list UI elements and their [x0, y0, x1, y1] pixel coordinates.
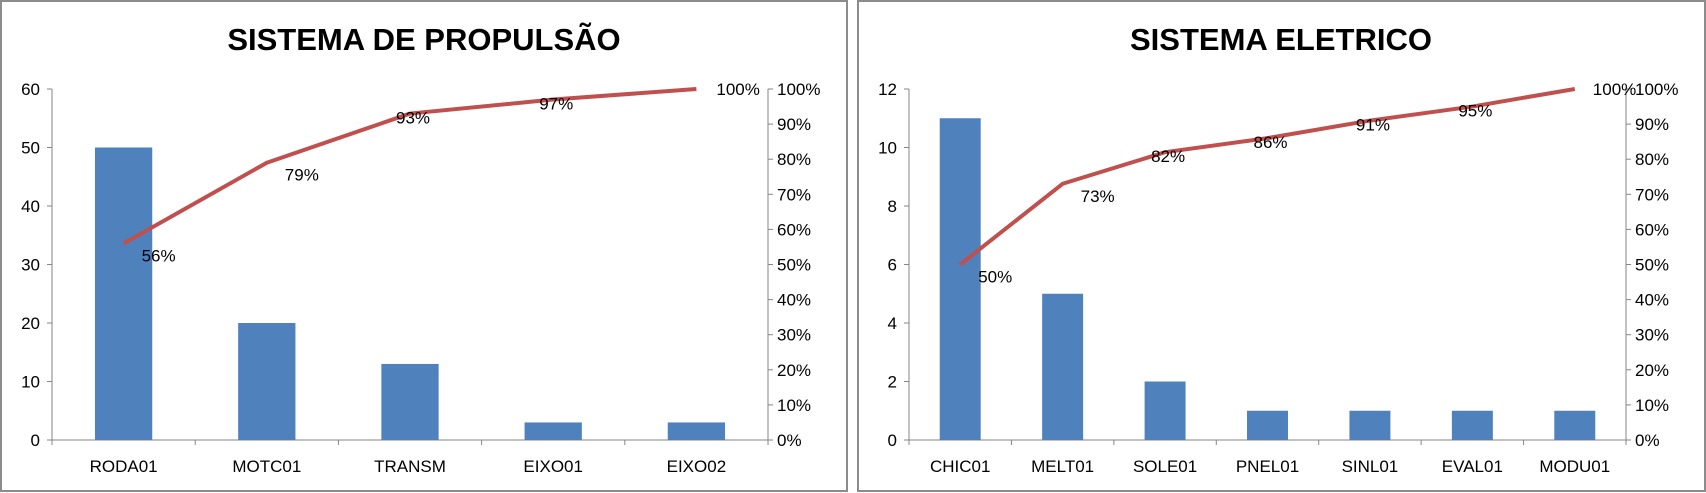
pareto-chart-eletrico: SISTEMA ELETRICO 0 2 4 6 8 10 12 0% 10% 20% 30% 40% 5… [878, 22, 1678, 476]
y-tick-label: 0 [31, 431, 40, 450]
y2-tick-label: 50% [777, 256, 811, 275]
y2-tick-label: 80% [777, 150, 811, 169]
x-tick-label: MODU01 [1539, 457, 1610, 476]
bar-chic01 [939, 118, 981, 440]
y-tick-label: 20 [21, 314, 40, 333]
cumulative-label: 95% [1458, 102, 1492, 121]
y2-tick-label: 20% [777, 361, 811, 380]
x-tick-label: MOTC01 [232, 457, 301, 476]
x-tick-label: SOLE01 [1133, 457, 1197, 476]
x-tick-label: PNEL01 [1236, 457, 1299, 476]
bar-sinl01 [1349, 410, 1391, 440]
bar-eixo01 [524, 422, 582, 440]
bar-sole01 [1144, 381, 1186, 440]
bar-roda01 [94, 147, 153, 440]
y2-tick-label: 90% [1635, 115, 1669, 134]
y2-tick-label: 90% [777, 115, 811, 134]
y-tick-label: 6 [888, 256, 897, 275]
bar-pnel01 [1247, 410, 1288, 440]
y-tick-label: 12 [878, 80, 897, 99]
x-tick-label: EIXO01 [523, 457, 583, 476]
y2-tick-label: 60% [1635, 220, 1669, 239]
y-tick-label: 60 [21, 80, 40, 99]
cumulative-line [122, 87, 697, 246]
x-tick-label: MELT01 [1031, 457, 1094, 476]
pareto-chart-propulsao: SISTEMA DE PROPULSÃO 0 10 20 30 40 50 60 0% 10% 20… [21, 22, 820, 476]
y-tick-label: 2 [888, 373, 897, 392]
y2-tick-label: 80% [1635, 150, 1669, 169]
cumulative-label: 93% [396, 109, 430, 128]
y2-tick-label: 40% [777, 291, 811, 310]
chart-title: SISTEMA ELETRICO [1130, 22, 1432, 57]
y2-tick-label: 100% [1635, 80, 1678, 99]
y2-tick-label: 50% [1635, 256, 1669, 275]
bar-eixo02 [667, 422, 726, 440]
y2-tick-label: 0% [1635, 431, 1660, 450]
bar-melt01 [1042, 293, 1084, 440]
y-tick-label: 30 [21, 256, 40, 275]
y2-tick-label: 0% [777, 431, 802, 450]
y-tick-label: 10 [21, 373, 40, 392]
y2-tick-label: 30% [777, 326, 811, 345]
y2-tick-label: 10% [1635, 396, 1669, 415]
y-tick-label: 4 [888, 314, 897, 333]
y2-tick-label: 10% [777, 396, 811, 415]
x-tick-label: SINL01 [1342, 457, 1399, 476]
x-tick-label: EVAL01 [1442, 457, 1503, 476]
y-tick-label: 0 [888, 431, 897, 450]
chart-title: SISTEMA DE PROPULSÃO [227, 22, 620, 57]
bar-modu01 [1554, 410, 1596, 440]
cumulative-line [958, 87, 1576, 267]
cumulative-label: 82% [1151, 147, 1185, 166]
cumulative-label: 56% [142, 246, 176, 265]
y2-tick-label: 40% [1635, 291, 1669, 310]
x-tick-label: TRANSM [374, 457, 446, 476]
cumulative-label: 73% [1081, 187, 1115, 206]
y-tick-label: 8 [888, 197, 897, 216]
cumulative-label: 100% [1593, 80, 1636, 99]
bar-eval01 [1451, 410, 1493, 440]
bar-transm [381, 363, 439, 440]
y2-tick-label: 30% [1635, 326, 1669, 345]
y-tick-label: 10 [878, 139, 897, 158]
x-tick-label: RODA01 [90, 457, 158, 476]
chart-panel-propulsao: SISTEMA DE PROPULSÃO 0 10 20 30 40 50 60 0% 10% 20… [0, 0, 848, 492]
cumulative-label: 91% [1356, 116, 1390, 135]
y2-tick-label: 60% [777, 220, 811, 239]
bar-motc01 [238, 323, 296, 440]
x-tick-label: CHIC01 [930, 457, 990, 476]
y2-tick-label: 20% [1635, 361, 1669, 380]
cumulative-label: 100% [716, 80, 759, 99]
cumulative-label: 79% [285, 166, 319, 185]
chart-panel-eletrico: SISTEMA ELETRICO 0 2 4 6 8 10 12 0% 10% 20% 30% 40% 5… [857, 0, 1706, 492]
y-tick-label: 40 [21, 197, 40, 216]
y-tick-label: 50 [21, 139, 40, 158]
y2-tick-label: 70% [777, 185, 811, 204]
cumulative-label: 97% [539, 95, 573, 114]
x-tick-label: EIXO02 [667, 457, 727, 476]
y2-tick-label: 70% [1635, 185, 1669, 204]
cumulative-label: 50% [978, 268, 1012, 287]
y2-tick-label: 100% [777, 80, 820, 99]
cumulative-label: 86% [1254, 133, 1288, 152]
